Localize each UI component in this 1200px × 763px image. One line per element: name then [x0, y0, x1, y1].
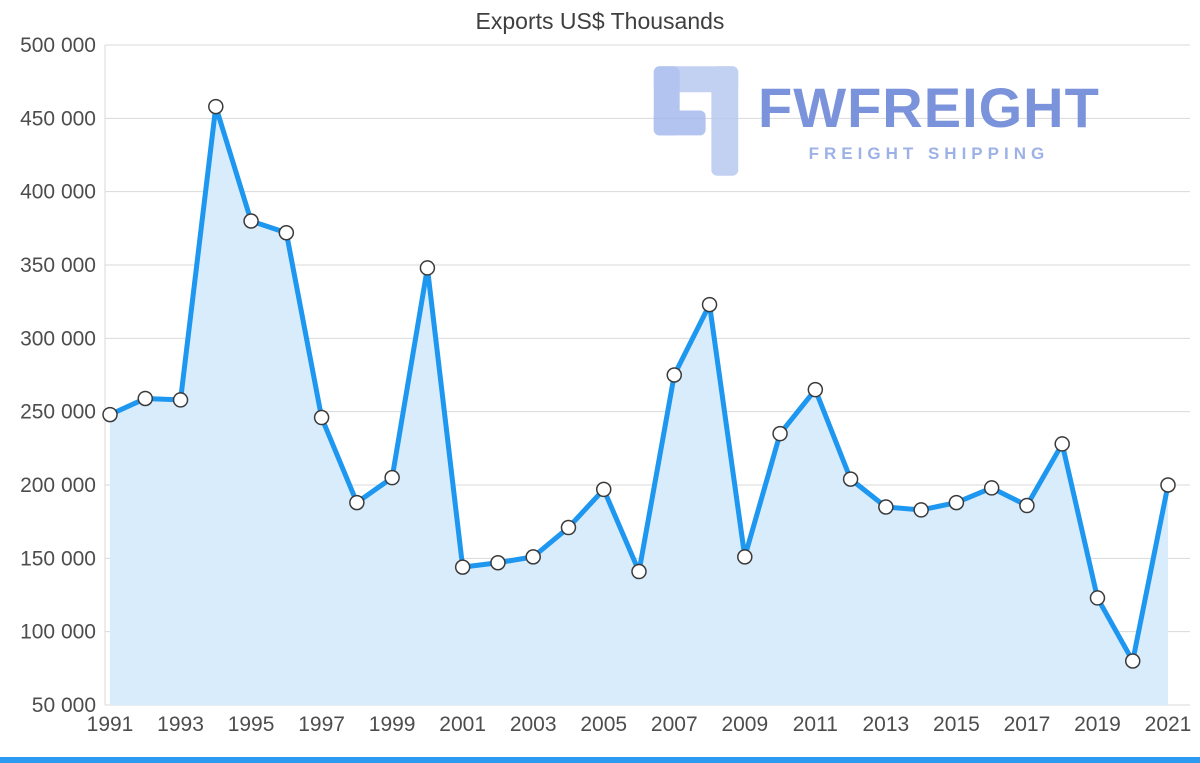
data-point-marker [454, 559, 471, 575]
data-point-marker [1160, 477, 1176, 493]
y-axis-tick-label: 350 000 [20, 254, 96, 277]
y-axis-tick-label: 450 000 [20, 107, 96, 130]
data-point-marker [490, 554, 506, 571]
data-point-marker [1089, 590, 1106, 606]
x-axis-tick-label: 2009 [721, 713, 768, 736]
data-point-marker [102, 406, 118, 423]
area-fill [110, 106, 1168, 706]
x-axis-tick-label: 2021 [1145, 713, 1192, 736]
data-point-marker [278, 224, 295, 241]
y-axis-tick-label: 300 000 [20, 327, 96, 350]
data-point-marker [243, 213, 259, 229]
y-axis-tick-label: 200 000 [20, 474, 96, 497]
x-axis-tick-label: 2013 [863, 713, 910, 736]
y-axis-tick-label: 100 000 [20, 621, 96, 644]
chart-title: Exports US$ Thousands [475, 8, 725, 34]
x-axis-tick-label: 2003 [510, 713, 557, 736]
data-point-marker [595, 481, 612, 498]
x-axis-tick-label: 1993 [157, 713, 204, 736]
data-point-marker [313, 409, 330, 426]
x-axis-tick-label: 1999 [369, 713, 416, 736]
data-point-marker [948, 494, 965, 511]
x-axis-tick-label: 2007 [651, 713, 698, 736]
data-point-marker [208, 98, 224, 115]
data-point-marker [701, 296, 718, 313]
data-point-marker [737, 549, 753, 565]
data-point-marker [525, 549, 541, 565]
x-axis-tick-label: 1997 [298, 713, 345, 736]
data-point-marker [772, 425, 788, 442]
x-axis-tick-label: 2005 [580, 713, 627, 736]
data-point-marker [172, 392, 189, 408]
x-axis-tick-label: 1991 [87, 713, 134, 736]
data-point-marker [631, 563, 647, 580]
data-point-marker [1124, 653, 1141, 669]
x-axis-tick-label: 1995 [228, 713, 275, 736]
data-point-marker [560, 519, 577, 536]
data-point-marker [1019, 497, 1035, 514]
x-axis-tick-label: 2017 [1004, 713, 1051, 736]
data-point-marker [983, 480, 1000, 496]
data-point-marker [137, 390, 154, 407]
bottom-accent-bar [0, 757, 1200, 763]
data-point-marker [349, 494, 365, 511]
y-axis-tick-label: 150 000 [20, 547, 96, 570]
data-point-marker [807, 381, 824, 398]
data-point-marker [878, 499, 894, 515]
x-axis-tick-label: 2015 [933, 713, 980, 736]
data-point-marker [1054, 436, 1070, 452]
data-point-marker [384, 469, 400, 486]
data-point-marker [842, 471, 859, 487]
y-axis-tick-label: 50 000 [32, 694, 96, 717]
x-axis-tick-label: 2011 [793, 713, 838, 736]
y-axis-tick-label: 500 000 [20, 34, 96, 57]
data-point-marker [913, 502, 929, 518]
x-axis-tick-label: 2001 [439, 713, 486, 736]
data-point-marker [666, 367, 683, 383]
y-axis-tick-label: 400 000 [20, 181, 96, 204]
x-axis-tick-label: 2019 [1074, 713, 1121, 736]
y-axis-tick-label: 250 000 [20, 401, 96, 424]
data-point-marker [419, 260, 436, 276]
